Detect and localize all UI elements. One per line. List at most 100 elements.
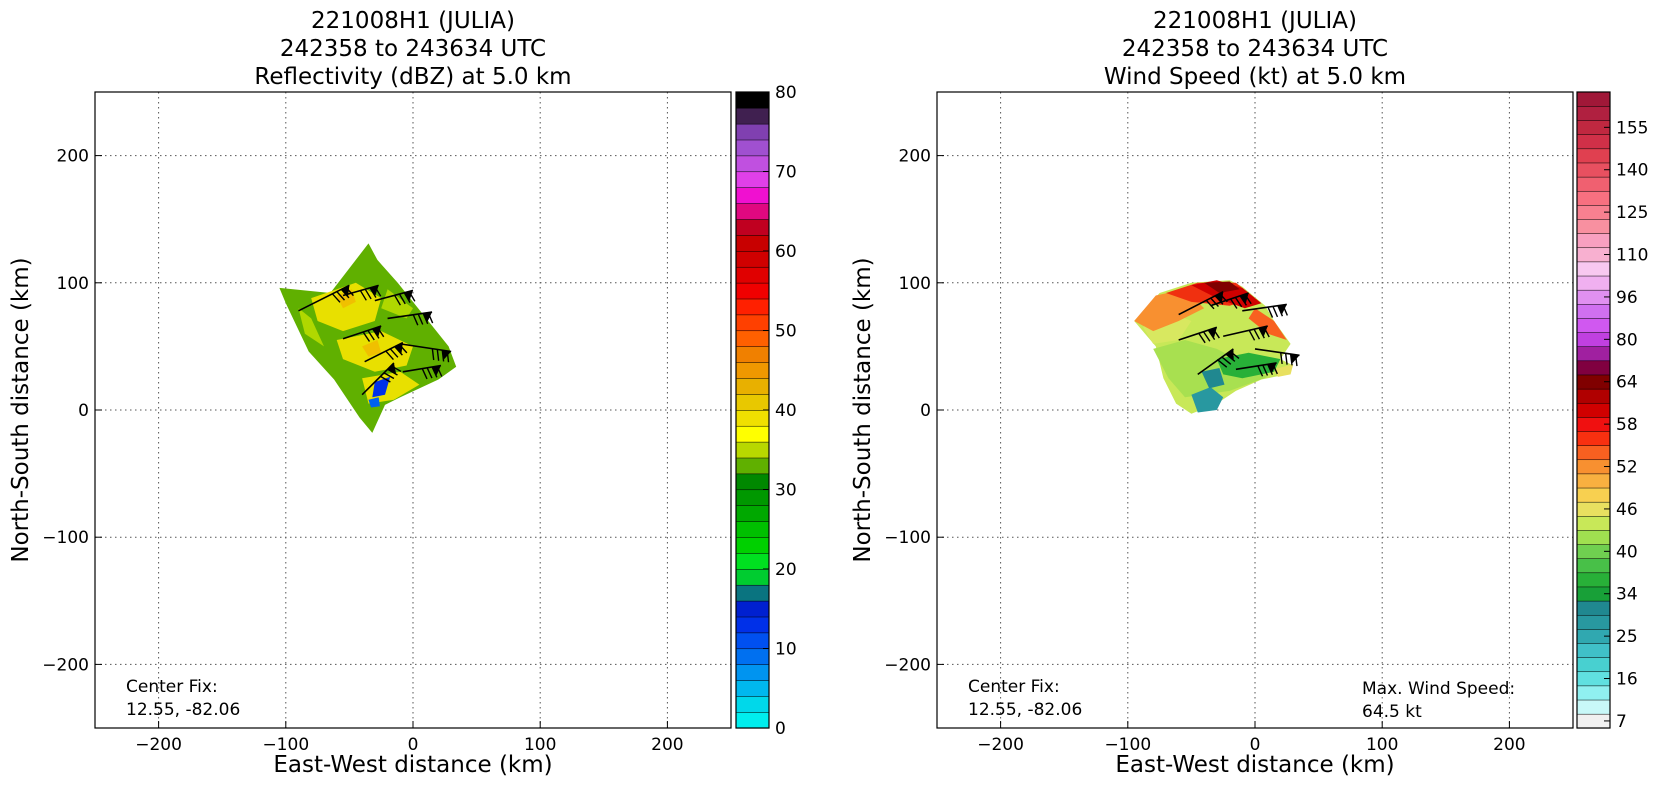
wind-title-line-2: 242358 to 243634 UTC xyxy=(1122,36,1388,62)
reflectivity-colorbar-band xyxy=(735,203,770,220)
wind-x-tick-label: 200 xyxy=(1493,735,1525,755)
reflectivity-x-axis-label: East-West distance (km) xyxy=(273,752,552,778)
reflectivity-colorbar-band xyxy=(735,568,770,586)
reflectivity-colorbar-band xyxy=(735,234,770,252)
wind-colorbar-frame xyxy=(1576,91,1611,729)
wind-colorbar-band xyxy=(1576,346,1611,362)
wind-center-fix-value: 12.55, -82.06 xyxy=(968,700,1082,720)
reflectivity-colorbar-band xyxy=(735,250,770,268)
reflectivity-colorbar-tick-label: 60 xyxy=(775,242,797,262)
reflectivity-colorbar-band xyxy=(735,346,770,363)
reflectivity-colorbar-band xyxy=(735,711,770,729)
reflectivity-colorbar-band xyxy=(735,123,770,141)
wind-colorbar-band xyxy=(1576,148,1611,164)
wind-colorbar-band xyxy=(1576,402,1611,418)
reflectivity-colorbar-tick-label: 30 xyxy=(775,481,797,501)
reflectivity-title-line-1: 221008H1 (JULIA) xyxy=(311,8,515,34)
reflectivity-wind-barb xyxy=(361,362,402,396)
wind-colorbar-band xyxy=(1576,614,1611,630)
reflectivity-wind-barb xyxy=(387,311,434,326)
wind-plot-area: −200 −100 0 100 200 −200 −100 0 100 200 Center F… xyxy=(884,91,1574,755)
reflectivity-colorbar-band xyxy=(735,409,770,427)
reflectivity-field-patch xyxy=(362,340,382,357)
wind-center-fix-label: Center Fix: xyxy=(968,677,1060,697)
wind-grid xyxy=(937,92,1573,728)
wind-colorbar-tick-label: 46 xyxy=(1616,500,1638,520)
wind-x-ticks: −200 −100 0 100 200 xyxy=(977,721,1526,755)
reflectivity-y-tick-label: −200 xyxy=(42,655,89,675)
reflectivity-colorbar-band xyxy=(735,282,770,300)
reflectivity-colorbar-ticks: 0 10 20 30 40 50 60 70 80 xyxy=(763,83,797,739)
wind-colorbar xyxy=(1576,91,1611,729)
reflectivity-colorbar-tick-label: 40 xyxy=(775,401,797,421)
reflectivity-x-tick-label: 100 xyxy=(524,735,556,755)
wind-colorbar-ticks: 7 16 25 34 40 46 52 58 64 80 96 110 125 140 155 xyxy=(1604,118,1648,732)
reflectivity-x-tick-label: 200 xyxy=(651,735,683,755)
reflectivity-colorbar-tick-label: 0 xyxy=(775,719,786,739)
reflectivity-colorbar-band xyxy=(735,425,770,443)
wind-colorbar-band xyxy=(1576,529,1611,545)
reflectivity-colorbar-band xyxy=(735,314,770,332)
wind-x-tick-label: 100 xyxy=(1366,735,1398,755)
reflectivity-colorbar-band xyxy=(735,584,770,602)
wind-field-patch xyxy=(1274,364,1294,377)
wind-colorbar-tick-label: 7 xyxy=(1616,712,1627,732)
wind-y-tick-label: 100 xyxy=(899,274,931,294)
reflectivity-colorbar-band xyxy=(735,107,770,125)
reflectivity-colorbar-band xyxy=(735,377,770,395)
wind-field-patch xyxy=(1201,368,1225,389)
reflectivity-grid xyxy=(95,92,731,728)
wind-colorbar-band xyxy=(1576,261,1611,277)
wind-colorbar-tick-label: 140 xyxy=(1616,161,1648,181)
reflectivity-colorbar-band xyxy=(735,91,770,109)
wind-colorbar-band xyxy=(1576,303,1611,319)
wind-y-ticks: −200 −100 0 100 200 xyxy=(884,147,944,675)
reflectivity-field-patch xyxy=(372,376,391,398)
wind-colorbar-band xyxy=(1576,360,1611,376)
reflectivity-colorbar-band xyxy=(735,298,770,316)
reflectivity-colorbar-band xyxy=(735,600,770,618)
wind-colorbar-band xyxy=(1576,91,1611,107)
max-wind-speed-label: Max. Wind Speed: xyxy=(1362,679,1515,699)
wind-colorbar-tick-label: 110 xyxy=(1616,246,1648,266)
reflectivity-title-line-3: Reflectivity (dBZ) at 5.0 km xyxy=(254,64,571,90)
reflectivity-wind-barb xyxy=(364,341,408,363)
wind-field-patch xyxy=(1248,308,1287,340)
wind-colorbar-band xyxy=(1576,572,1611,588)
wind-x-tick-label: −100 xyxy=(1104,735,1151,755)
wind-colorbar-band xyxy=(1576,515,1611,531)
reflectivity-colorbar-tick-label: 10 xyxy=(775,640,797,660)
wind-colorbar-tick-label: 80 xyxy=(1616,330,1638,350)
wind-wind-barb xyxy=(1197,348,1240,376)
wind-wind-barb xyxy=(1242,303,1289,318)
wind-title-line-1: 221008H1 (JULIA) xyxy=(1153,8,1357,34)
reflectivity-colorbar-band xyxy=(735,680,770,697)
wind-colorbar-tick-label: 125 xyxy=(1616,203,1648,223)
reflectivity-colorbar-band xyxy=(735,695,770,713)
wind-colorbar-band xyxy=(1576,105,1611,121)
reflectivity-colorbar-band xyxy=(735,536,770,554)
reflectivity-field-patch xyxy=(298,308,324,347)
reflectivity-colorbar-tick-label: 20 xyxy=(775,560,797,580)
reflectivity-colorbar-band xyxy=(735,648,770,665)
wind-colorbar-band xyxy=(1576,699,1611,715)
wind-colorbar-tick-label: 52 xyxy=(1616,458,1638,478)
reflectivity-colorbar-band xyxy=(735,552,770,570)
wind-colorbar-tick-label: 16 xyxy=(1616,670,1638,690)
reflectivity-colorbar-band xyxy=(735,139,770,157)
wind-wind-barb xyxy=(1178,326,1220,344)
wind-colorbar-band xyxy=(1576,657,1611,673)
reflectivity-colorbar-band xyxy=(735,187,770,204)
max-wind-speed-value: 64.5 kt xyxy=(1362,702,1422,722)
reflectivity-x-tick-label: 0 xyxy=(408,735,419,755)
reflectivity-colorbar-band xyxy=(735,441,770,459)
reflectivity-colorbar-band xyxy=(735,330,770,347)
reflectivity-colorbar-band xyxy=(735,521,770,538)
wind-x-tick-label: 0 xyxy=(1250,735,1261,755)
wind-colorbar-band xyxy=(1576,473,1611,489)
wind-colorbar-band xyxy=(1576,558,1611,574)
wind-colorbar-band xyxy=(1576,430,1611,446)
wind-colorbar-tick-label: 25 xyxy=(1616,627,1638,647)
reflectivity-x-tick-label: −100 xyxy=(262,735,309,755)
reflectivity-x-ticks: −200 −100 0 100 200 xyxy=(135,721,684,755)
